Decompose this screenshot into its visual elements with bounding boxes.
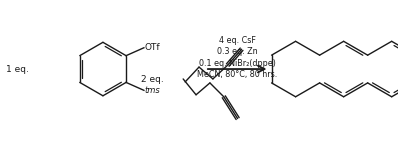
Text: 0.3 eq. Zn: 0.3 eq. Zn [217,47,258,56]
Text: 2 eq.: 2 eq. [140,75,163,84]
Text: tms: tms [145,86,161,95]
Text: MeCN, 80°C, 80 hrs.: MeCN, 80°C, 80 hrs. [197,70,277,79]
Text: 0.1 eq. NiBr₂(dppe): 0.1 eq. NiBr₂(dppe) [199,59,276,68]
Text: 4 eq. CsF: 4 eq. CsF [219,36,256,45]
Text: OTf: OTf [145,43,160,52]
Text: 1 eq.: 1 eq. [6,65,29,74]
